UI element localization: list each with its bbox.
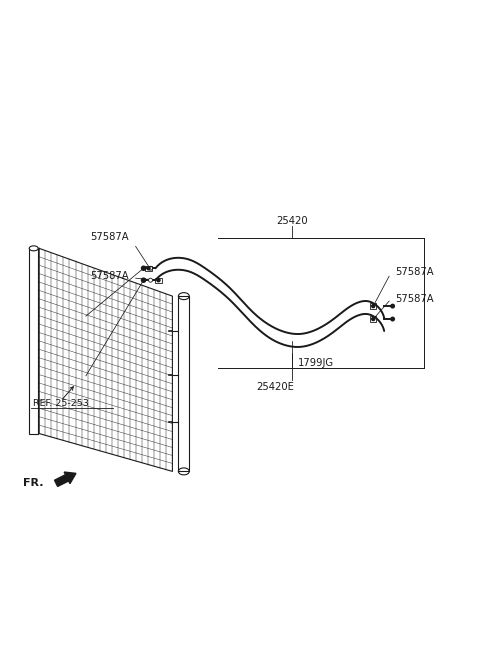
Text: 57587A: 57587A	[395, 294, 434, 304]
Circle shape	[146, 266, 151, 270]
Text: 1799JG: 1799JG	[298, 358, 334, 368]
Text: FR.: FR.	[23, 478, 44, 488]
Text: 57587A: 57587A	[90, 232, 129, 242]
Text: 57587A: 57587A	[395, 267, 434, 277]
Circle shape	[390, 304, 395, 308]
Bar	[145, 266, 152, 271]
Circle shape	[371, 304, 375, 308]
Circle shape	[141, 277, 146, 283]
Bar	[156, 277, 162, 283]
Text: REF. 25-253: REF. 25-253	[33, 400, 89, 408]
Circle shape	[156, 278, 161, 283]
Circle shape	[148, 278, 153, 282]
Bar	[179, 296, 189, 472]
Text: 57587A: 57587A	[90, 271, 129, 281]
Circle shape	[390, 317, 395, 321]
Bar	[29, 249, 38, 434]
FancyArrow shape	[55, 472, 76, 487]
Bar	[370, 304, 376, 309]
Text: 25420E: 25420E	[256, 382, 294, 392]
Text: 25420: 25420	[276, 216, 308, 226]
Bar	[370, 316, 376, 321]
Circle shape	[141, 266, 146, 271]
Circle shape	[148, 266, 153, 270]
Ellipse shape	[29, 246, 38, 251]
Circle shape	[371, 317, 375, 321]
